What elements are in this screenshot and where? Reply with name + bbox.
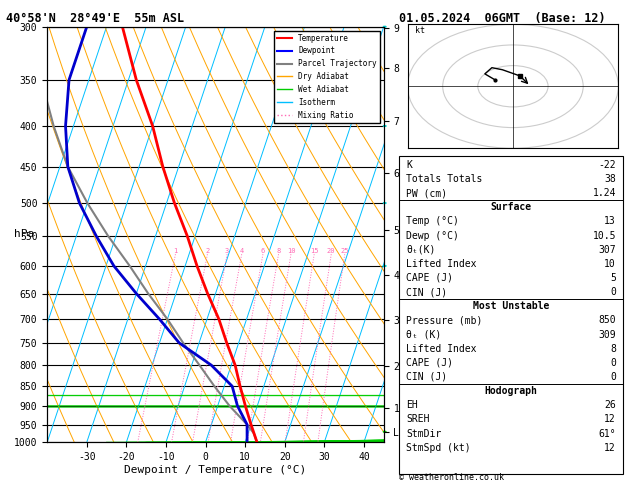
Text: Temp (°C): Temp (°C) [406,216,459,226]
X-axis label: Dewpoint / Temperature (°C): Dewpoint / Temperature (°C) [125,465,306,475]
Text: CAPE (J): CAPE (J) [406,358,453,368]
Text: 0: 0 [610,372,616,382]
Text: 0: 0 [610,287,616,297]
Text: 5: 5 [610,273,616,283]
Text: 20: 20 [327,248,335,254]
Text: K: K [406,160,412,170]
Text: Pressure (mb): Pressure (mb) [406,315,482,326]
Text: 12: 12 [604,443,616,453]
Text: 40°58'N  28°49'E  55m ASL: 40°58'N 28°49'E 55m ASL [6,12,184,25]
Text: 0: 0 [610,358,616,368]
Text: Hodograph: Hodograph [484,386,538,396]
Text: θₜ(K): θₜ(K) [406,244,435,255]
Text: 1.24: 1.24 [593,188,616,198]
Text: 10: 10 [604,259,616,269]
Text: 6: 6 [261,248,265,254]
Text: 25: 25 [340,248,349,254]
Text: θₜ (K): θₜ (K) [406,330,442,340]
Text: StmSpd (kt): StmSpd (kt) [406,443,470,453]
Text: 850: 850 [598,315,616,326]
Text: 309: 309 [598,330,616,340]
Text: kt: kt [415,26,425,35]
Text: 01.05.2024  06GMT  (Base: 12): 01.05.2024 06GMT (Base: 12) [399,12,606,25]
Text: CIN (J): CIN (J) [406,372,447,382]
Text: 4: 4 [240,248,244,254]
Text: -22: -22 [598,160,616,170]
Text: SREH: SREH [406,415,430,424]
Text: 1: 1 [174,248,177,254]
Text: 10: 10 [287,248,295,254]
Text: 61°: 61° [598,429,616,438]
Text: 15: 15 [310,248,318,254]
Text: Lifted Index: Lifted Index [406,259,477,269]
Text: Mixing Ratio (g/kg): Mixing Ratio (g/kg) [407,187,416,282]
Text: EH: EH [406,400,418,410]
Text: CIN (J): CIN (J) [406,287,447,297]
Text: 3: 3 [225,248,230,254]
Text: © weatheronline.co.uk: © weatheronline.co.uk [399,473,504,482]
Text: PW (cm): PW (cm) [406,188,447,198]
Text: Lifted Index: Lifted Index [406,344,477,354]
Text: 12: 12 [604,415,616,424]
FancyBboxPatch shape [399,156,623,474]
Text: Surface: Surface [491,202,532,212]
Text: 10.5: 10.5 [593,230,616,241]
Text: 2: 2 [205,248,209,254]
Text: 26: 26 [604,400,616,410]
Text: Dewp (°C): Dewp (°C) [406,230,459,241]
Text: 38: 38 [604,174,616,184]
Text: Totals Totals: Totals Totals [406,174,482,184]
Y-axis label: km
ASL: km ASL [414,226,435,243]
Text: Most Unstable: Most Unstable [473,301,549,311]
Text: 307: 307 [598,244,616,255]
Text: CAPE (J): CAPE (J) [406,273,453,283]
Text: 13: 13 [604,216,616,226]
Text: hPa: hPa [14,229,34,240]
Legend: Temperature, Dewpoint, Parcel Trajectory, Dry Adiabat, Wet Adiabat, Isotherm, Mi: Temperature, Dewpoint, Parcel Trajectory… [274,31,380,122]
Text: 8: 8 [276,248,281,254]
Text: StmDir: StmDir [406,429,442,438]
Text: 8: 8 [610,344,616,354]
